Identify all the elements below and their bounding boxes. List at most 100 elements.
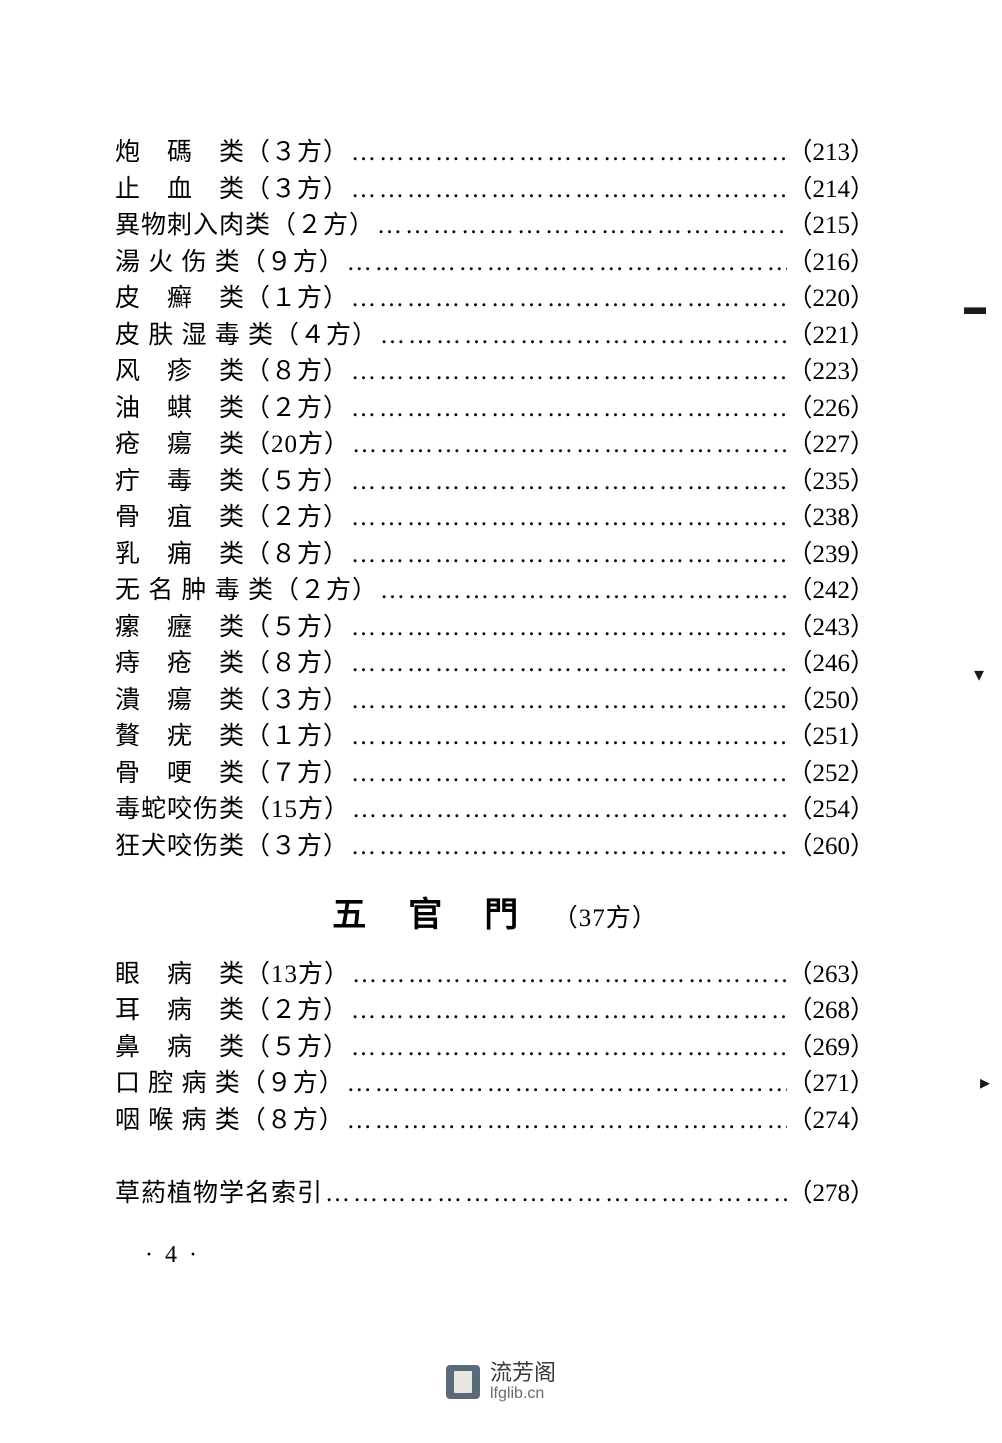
- toc-page: （246）: [787, 651, 875, 676]
- toc-page: （215）: [787, 213, 875, 238]
- toc-title: 潰 瘍 类（３方）: [115, 688, 349, 713]
- index-row: 草葯植物学名索引 ……………………………………………………………………… （27…: [115, 1181, 875, 1206]
- toc-page: （251）: [787, 724, 875, 749]
- toc-page: （226）: [787, 396, 875, 421]
- leader-dots: ………………………………………………………………………: [349, 1035, 787, 1060]
- toc-row: 风 疹 类（８方）………………………………………………………………………（223…: [115, 359, 875, 384]
- toc-page: （274）: [787, 1108, 875, 1133]
- toc-title: 油 蜞 类（２方）: [115, 396, 349, 421]
- leader-dots: ………………………………………………………………………: [350, 797, 787, 822]
- leader-dots: ………………………………………………………………………: [375, 213, 787, 238]
- scan-artifact: ▸: [980, 1070, 990, 1095]
- leader-dots: ………………………………………………………………………: [350, 962, 787, 987]
- toc-row: 疮 瘍 类（20方）………………………………………………………………………（22…: [115, 432, 875, 457]
- toc-title: 疮 瘍 类（20方）: [115, 432, 350, 457]
- toc-title: 炮 碼 类（３方）: [115, 140, 349, 165]
- footer-inner: 流芳阁 lfglib.cn: [446, 1361, 556, 1403]
- toc-row: 皮 癬 类（１方）………………………………………………………………………（220…: [115, 286, 875, 311]
- leader-dots: ………………………………………………………………………: [349, 615, 787, 640]
- book-icon-page: [454, 1371, 472, 1393]
- toc-page: （238）: [787, 505, 875, 530]
- leader-dots: ………………………………………………………………………: [378, 323, 787, 348]
- footer-en: lfglib.cn: [490, 1385, 556, 1403]
- leader-dots: ………………………………………………………………………: [349, 998, 787, 1023]
- toc-row: 鼻 病 类（５方）………………………………………………………………………（269…: [115, 1035, 875, 1060]
- leader-dots: ………………………………………………………………………: [349, 688, 787, 713]
- toc-title: 毒蛇咬伤类（15方）: [115, 797, 350, 822]
- footer-text: 流芳阁 lfglib.cn: [490, 1361, 556, 1403]
- toc-page: （220）: [787, 286, 875, 311]
- toc-page: （252）: [787, 761, 875, 786]
- leader-dots: ………………………………………………………………………: [349, 505, 787, 530]
- toc-page: （250）: [787, 688, 875, 713]
- leader-dots: ………………………………………………………………………: [350, 432, 787, 457]
- toc-row: 瘰 癧 类（５方）………………………………………………………………………（243…: [115, 615, 875, 640]
- toc-row: 痔 疮 类（８方）………………………………………………………………………（246…: [115, 651, 875, 676]
- toc-page: （235）: [787, 469, 875, 494]
- section-title: 五 官 門: [332, 897, 522, 934]
- toc-title: 无 名 肿 毒 类（２方）: [115, 578, 378, 603]
- toc-title: 湯 火 伤 类（９方）: [115, 250, 345, 275]
- toc-title: 瘰 癧 类（５方）: [115, 615, 349, 640]
- toc-row: 湯 火 伤 类（９方）………………………………………………………………………（2…: [115, 250, 875, 275]
- page-content: 炮 碼 类（３方）………………………………………………………………………（213…: [115, 140, 875, 1269]
- toc-row: 油 蜞 类（２方）………………………………………………………………………（226…: [115, 396, 875, 421]
- toc-row: 贅 疣 类（１方）………………………………………………………………………（251…: [115, 724, 875, 749]
- leader-dots: ………………………………………………………………………: [349, 396, 787, 421]
- toc-page: （242）: [787, 578, 875, 603]
- toc-section-2: 眼 病 类（13方）………………………………………………………………………（26…: [115, 962, 875, 1133]
- toc-title: 眼 病 类（13方）: [115, 962, 350, 987]
- toc-title: 贅 疣 类（１方）: [115, 724, 349, 749]
- toc-title: 狂犬咬伤类（３方）: [115, 834, 349, 859]
- toc-page: （214）: [787, 177, 875, 202]
- toc-page: （269）: [787, 1035, 875, 1060]
- leader-dots: ………………………………………………………………………: [345, 1108, 788, 1133]
- leader-dots: ………………………………………………………………………: [349, 724, 787, 749]
- toc-title: 乳 痈 类（８方）: [115, 542, 349, 567]
- leader-dots: ………………………………………………………………………: [349, 140, 787, 165]
- toc-page: （263）: [787, 962, 875, 987]
- toc-section-1: 炮 碼 类（３方）………………………………………………………………………（213…: [115, 140, 875, 859]
- scan-artifact: ▬: [964, 294, 986, 320]
- toc-page: （227）: [787, 432, 875, 457]
- toc-row: 眼 病 类（13方）………………………………………………………………………（26…: [115, 962, 875, 987]
- toc-row: 咽 喉 病 类（８方）………………………………………………………………………（2…: [115, 1108, 875, 1133]
- scan-artifact: ▾: [974, 662, 984, 687]
- leader-dots: ………………………………………………………………………: [349, 177, 787, 202]
- toc-row: 疔 毒 类（５方）………………………………………………………………………（235…: [115, 469, 875, 494]
- leader-dots: ………………………………………………………………………: [323, 1181, 787, 1206]
- page-number: · 4 ·: [115, 1242, 875, 1269]
- leader-dots: ………………………………………………………………………: [378, 578, 787, 603]
- toc-row: 皮 肤 湿 毒 类（４方）…………………………………………………………………………: [115, 323, 875, 348]
- toc-page: （221）: [787, 323, 875, 348]
- book-icon: [446, 1365, 480, 1399]
- toc-title: 咽 喉 病 类（８方）: [115, 1108, 345, 1133]
- toc-page: （271）: [787, 1071, 875, 1096]
- toc-page: （243）: [787, 615, 875, 640]
- toc-page: （239）: [787, 542, 875, 567]
- toc-title: 皮 癬 类（１方）: [115, 286, 349, 311]
- toc-row: 狂犬咬伤类（３方）………………………………………………………………………（260…: [115, 834, 875, 859]
- toc-title: 风 疹 类（８方）: [115, 359, 349, 384]
- toc-page: （260）: [787, 834, 875, 859]
- toc-row: 无 名 肿 毒 类（２方）…………………………………………………………………………: [115, 578, 875, 603]
- toc-title: 痔 疮 类（８方）: [115, 651, 349, 676]
- toc-row: 乳 痈 类（８方）………………………………………………………………………（239…: [115, 542, 875, 567]
- leader-dots: ………………………………………………………………………: [349, 834, 787, 859]
- leader-dots: ………………………………………………………………………: [349, 469, 787, 494]
- leader-dots: ………………………………………………………………………: [349, 359, 787, 384]
- section-header: 五 官 門 （37方）: [115, 887, 875, 936]
- toc-row: 炮 碼 类（３方）………………………………………………………………………（213…: [115, 140, 875, 165]
- toc-title: 骨 哽 类（７方）: [115, 761, 349, 786]
- toc-row: 潰 瘍 类（３方）………………………………………………………………………（250…: [115, 688, 875, 713]
- toc-title: 疔 毒 类（５方）: [115, 469, 349, 494]
- toc-title: 鼻 病 类（５方）: [115, 1035, 349, 1060]
- toc-title: 耳 病 类（２方）: [115, 998, 349, 1023]
- toc-row: 口 腔 病 类（９方）………………………………………………………………………（2…: [115, 1071, 875, 1096]
- toc-title: 止 血 类（３方）: [115, 177, 349, 202]
- toc-row: 耳 病 类（２方）………………………………………………………………………（268…: [115, 998, 875, 1023]
- toc-row: 異物刺入肉类（２方）………………………………………………………………………（21…: [115, 213, 875, 238]
- section-subtitle: （37方）: [553, 905, 658, 932]
- index-title: 草葯植物学名索引: [115, 1181, 323, 1206]
- footer-cn: 流芳阁: [490, 1361, 556, 1385]
